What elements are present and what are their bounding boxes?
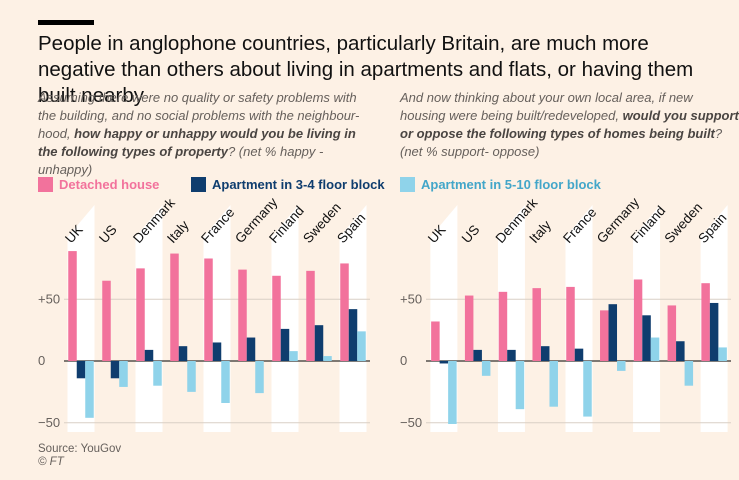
bar [473,349,482,361]
bar [102,280,111,361]
y-tick-label: 0 [38,353,45,368]
right-subtitle-text: And now thinking about your own local ar… [400,90,693,123]
bar [600,310,609,361]
left-subtitle-question: how happy or unhappy would you be living… [38,126,356,159]
x-tick-label: US [459,222,483,246]
bar [272,275,281,361]
bar [532,288,541,361]
x-tick-label: Italy [526,217,554,246]
left-subtitle-text: Assuming there were no quality or safety… [38,90,360,141]
legend-swatch-detached [38,176,53,192]
chart-title: People in anglophone countries, particul… [38,32,694,107]
bar [574,348,584,361]
x-tick-label: Italy [164,217,192,246]
bar [650,337,660,361]
ft-top-rule [38,20,94,25]
right-subtitle-question: would you support or oppose the followin… [400,108,739,141]
legend-label-5-10-floor: Apartment in 5-10 floor block [421,176,601,192]
bar [608,304,618,361]
bar [144,349,154,361]
y-tick-label: +50 [38,291,60,306]
legend-label-3-4-floor: Apartment in 3-4 floor block [212,176,385,192]
bar [498,291,508,361]
bar [246,337,256,361]
y-tick-label: −50 [38,415,60,430]
legend-label-detached: Detached house [59,176,160,192]
left-subtitle: Assuming there were no quality or safety… [38,89,378,179]
bar [583,361,592,417]
bar [617,361,626,371]
bar [306,270,315,361]
bar [340,263,349,361]
bar [187,361,196,392]
bar [238,269,247,361]
bar [718,347,727,361]
bar [136,268,145,361]
bar [323,356,332,361]
bar [212,342,222,361]
legend-swatch-5-10-floor [400,176,415,192]
bar [85,361,94,418]
bar [110,361,120,379]
right-subtitle-unit: ? (net % support- oppose) [400,126,723,159]
right-subtitle: And now thinking about your own local ar… [400,89,739,161]
y-tick-label: +50 [400,291,422,306]
bar [448,361,457,424]
bar [464,295,474,361]
bar [170,253,179,361]
legend-swatch-3-4-floor [191,176,206,192]
column-band [271,205,299,432]
bar [119,361,128,387]
bar [701,283,710,361]
bar [667,305,677,361]
bar [76,361,86,379]
legend-item-detached: Detached house [38,176,159,192]
bar [204,258,213,361]
copyright-note: © FT [38,456,64,468]
x-tick-label: US [96,222,120,246]
bar [540,346,550,361]
source-note: Source: YouGov [38,443,122,455]
bar [348,309,358,361]
bar [280,328,290,361]
bar [289,351,298,361]
bar [221,361,230,403]
legend-item-3-4-floor: Apartment in 3-4 floor block [191,176,385,192]
left-subtitle-unit: ? (net % happy - unhappy) [38,144,324,177]
bar [68,251,77,361]
bar [566,286,575,361]
bar [481,361,491,376]
bar [314,325,324,361]
bar [515,361,525,410]
bar [684,361,694,386]
bar [153,361,162,386]
y-tick-label: −50 [400,415,422,430]
bar [676,341,685,361]
bar [549,361,558,407]
legend-item-5-10-floor: Apartment in 5-10 floor block [400,176,601,192]
bar [357,331,366,361]
bar [255,361,264,394]
bar [178,346,188,361]
bar [642,315,651,361]
y-tick-label: 0 [400,353,407,368]
bar [507,349,516,361]
bar [439,361,449,364]
bar [431,321,440,361]
bar [709,302,719,361]
bar [633,279,643,361]
